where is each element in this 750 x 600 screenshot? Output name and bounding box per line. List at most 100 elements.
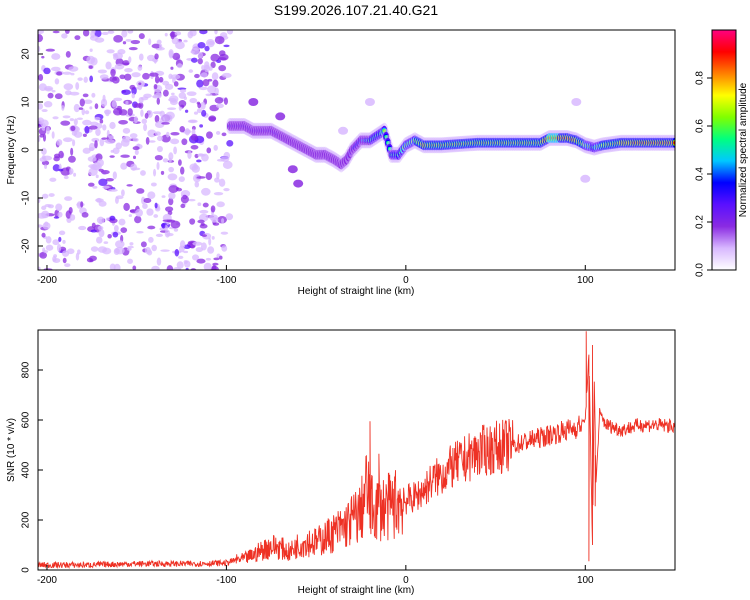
noise-speck — [79, 98, 85, 107]
noise-speck — [197, 58, 203, 65]
noise-speck — [126, 184, 133, 187]
noise-speck — [91, 92, 96, 98]
noise-speck — [38, 45, 41, 53]
y-tick-label: 20 — [21, 48, 32, 60]
noise-speck — [89, 106, 93, 110]
noise-speck — [159, 43, 163, 50]
noise-speck — [176, 63, 183, 69]
noise-speck — [62, 250, 70, 257]
noise-speck — [99, 74, 109, 80]
noise-speck — [132, 155, 137, 160]
noise-speck — [196, 176, 206, 179]
noise-speck — [73, 118, 78, 126]
noise-speck — [184, 260, 191, 268]
heatmap-noise — [38, 30, 234, 270]
noise-speck — [119, 74, 126, 80]
noise-speck — [83, 99, 93, 105]
noise-speck — [174, 248, 180, 257]
noise-speck — [201, 187, 211, 196]
noise-speck — [73, 103, 80, 113]
noise-speck — [156, 39, 162, 45]
noise-speck — [97, 225, 104, 231]
noise-speck — [184, 109, 189, 113]
noise-speck — [47, 92, 54, 99]
noise-speck — [187, 31, 194, 39]
y-tick-label: 0 — [21, 147, 32, 153]
noise-speck — [141, 118, 148, 124]
noise-speck — [98, 229, 105, 238]
noise-speck — [148, 38, 152, 46]
heatmap-x-label: Height of straight line (km) — [298, 286, 415, 297]
noise-speck — [189, 218, 196, 225]
noise-speck — [183, 250, 189, 254]
noise-speck — [113, 263, 121, 270]
noise-speck — [38, 74, 44, 81]
noise-speck — [220, 231, 229, 235]
noise-speck — [171, 92, 175, 96]
noise-speck — [144, 112, 149, 119]
noise-speck — [162, 114, 173, 123]
noise-speck — [40, 119, 49, 128]
noise-speck — [114, 240, 125, 248]
noise-speck — [196, 159, 202, 163]
noise-speck — [180, 203, 186, 209]
noise-speck — [41, 205, 47, 211]
noise-speck — [201, 234, 207, 237]
noise-speck — [125, 38, 132, 42]
noise-speck — [91, 137, 100, 143]
noise-speck — [173, 81, 179, 87]
snr-y-axis: 0 200 400 600 800 — [21, 361, 43, 573]
noise-speck — [94, 140, 98, 149]
noise-speck — [109, 155, 115, 158]
noise-speck — [189, 98, 198, 104]
noise-speck — [142, 72, 150, 80]
noise-speck — [89, 259, 94, 263]
noise-speck — [211, 72, 219, 81]
noise-speck — [176, 261, 184, 269]
noise-speck — [121, 89, 131, 95]
noise-speck — [84, 110, 90, 115]
noise-speck — [177, 255, 184, 260]
noise-speck — [156, 135, 163, 142]
noise-speck — [200, 242, 207, 251]
noise-speck — [64, 196, 73, 201]
noise-speck — [154, 202, 158, 209]
noise-speck — [226, 140, 234, 147]
noise-speck — [62, 71, 72, 75]
noise-speck — [170, 74, 181, 80]
noise-speck — [134, 215, 142, 224]
noise-speck — [196, 108, 203, 114]
noise-speck — [96, 158, 104, 167]
noise-speck — [41, 193, 49, 199]
noise-speck — [203, 262, 212, 270]
noise-speck — [136, 231, 144, 234]
noise-speck — [53, 216, 60, 219]
noise-speck — [132, 265, 137, 270]
noise-speck — [89, 75, 94, 83]
noise-speck — [110, 68, 116, 77]
noise-speck — [123, 202, 130, 211]
noise-speck — [63, 83, 74, 91]
noise-speck — [62, 137, 73, 143]
noise-speck — [78, 107, 84, 110]
noise-speck — [128, 214, 132, 218]
noise-speck — [88, 65, 93, 69]
noise-speck — [201, 109, 207, 117]
noise-speck — [165, 206, 174, 212]
noise-speck — [94, 37, 105, 43]
noise-speck — [149, 72, 159, 77]
noise-speck — [129, 209, 135, 213]
noise-speck — [45, 244, 54, 251]
noise-speck — [147, 191, 156, 199]
noise-speck — [216, 201, 225, 208]
x-tick-label: -200 — [37, 275, 57, 286]
noise-speck — [113, 247, 120, 256]
noise-speck — [182, 194, 188, 200]
noise-speck — [159, 110, 165, 117]
x-tick-label: 0 — [403, 575, 409, 586]
noise-speck — [170, 31, 175, 40]
noise-speck — [57, 211, 63, 218]
noise-speck — [206, 147, 212, 154]
noise-speck — [110, 149, 115, 153]
